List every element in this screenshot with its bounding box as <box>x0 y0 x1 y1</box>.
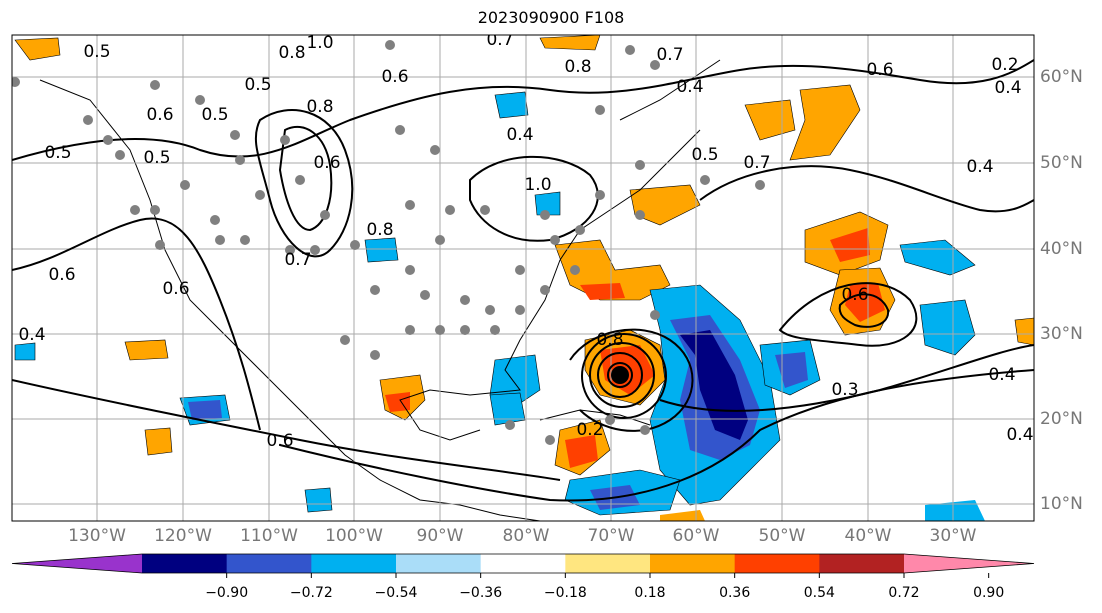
contour-label: 0.7 <box>656 45 683 65</box>
contour-label: 1.0 <box>524 175 551 195</box>
colorbar-segment <box>142 554 228 573</box>
contour-label: 0.6 <box>381 67 408 87</box>
longitude-label: 90°W <box>416 526 464 546</box>
contour-label: 0.6 <box>48 265 75 285</box>
colorbar-tick-label: 0.36 <box>719 585 751 601</box>
storm-center-marker <box>611 366 629 384</box>
contour-label: 0.5 <box>143 148 170 168</box>
longitude-label: 40°W <box>844 526 892 546</box>
colorbar-tick-label: −0.54 <box>374 585 418 601</box>
colorbar-segment <box>650 554 736 573</box>
latitude-label: 60°N <box>1040 67 1083 87</box>
contour-label: 0.8 <box>278 43 305 63</box>
contour-label: 0.4 <box>506 125 533 145</box>
longitude-label: 110°W <box>240 526 298 546</box>
longitude-label: 50°W <box>758 526 806 546</box>
contour-label: 0.7 <box>743 153 770 173</box>
longitude-label: 60°W <box>672 526 720 546</box>
longitude-label: 120°W <box>154 526 212 546</box>
contour-label: 0.5 <box>201 105 228 125</box>
contour-label: 0.4 <box>676 77 703 97</box>
colorbar-tick-label: −0.72 <box>289 585 333 601</box>
latitude-label: 50°N <box>1040 153 1083 173</box>
longitude-label: 100°W <box>325 526 383 546</box>
contour-label: 0.4 <box>966 157 993 177</box>
contour-label: 0.4 <box>988 365 1015 385</box>
colorbar-segment <box>819 554 905 573</box>
latitude-label: 20°N <box>1040 409 1083 429</box>
colorbar-segment <box>396 554 482 573</box>
contour-lines <box>12 59 1034 502</box>
ensemble-dots <box>12 40 765 445</box>
longitude-label: 130°W <box>68 526 126 546</box>
colorbar-tick-label: 0.72 <box>888 585 920 601</box>
contour-label: 0.8 <box>366 220 393 240</box>
longitude-label: 80°W <box>502 526 550 546</box>
contour-label: 0.6 <box>866 60 893 80</box>
contour-label: 0.4 <box>18 325 45 345</box>
map-title: 2023090900 F108 <box>477 8 625 27</box>
contour-label: 0.5 <box>83 42 110 62</box>
latitude-label: 40°N <box>1040 239 1083 259</box>
contour-label: 0.3 <box>831 380 858 400</box>
contour-label: 0.8 <box>596 330 623 350</box>
longitude-label: 30°W <box>929 526 977 546</box>
longitude-label: 70°W <box>587 526 635 546</box>
contour-labels: 1.00.80.50.70.80.70.5 0.6 0.40.60.50.60.50… <box>18 30 1033 451</box>
colorbar <box>11 553 1035 578</box>
colorbar-segment <box>226 554 312 573</box>
colorbar-segment <box>480 554 566 573</box>
colorbar-tick-label: −0.36 <box>459 585 503 601</box>
colorbar-segment <box>311 554 397 573</box>
latitude-label: 30°N <box>1040 324 1083 344</box>
contour-label: 0.4 <box>994 78 1021 98</box>
contour-label: 0.7 <box>284 250 311 270</box>
colorbar-segment <box>565 554 651 573</box>
colorbar-tick-label: 0.18 <box>634 585 666 601</box>
contour-label: 0.2 <box>576 420 603 440</box>
colorbar-tick-label: 0.90 <box>973 585 1005 601</box>
map-frame <box>11 34 1035 522</box>
latitude-label: 10°N <box>1040 494 1083 514</box>
colorbar-tick-label: −0.18 <box>543 585 587 601</box>
contour-label: 0.8 <box>564 57 591 77</box>
contour-label: 0.5 <box>691 145 718 165</box>
contour-label: 0.6 <box>841 285 868 305</box>
contour-label: 0.8 <box>306 97 333 117</box>
contour-label: 0.5 <box>44 143 71 163</box>
colorbar-left-arrow <box>12 554 142 573</box>
colorbar-tick-label: −0.90 <box>205 585 249 601</box>
coastlines <box>39 59 721 521</box>
contour-label: 0.2 <box>991 55 1018 75</box>
colorbar-right-arrow <box>904 554 1034 573</box>
contour-label: 0.7 <box>486 30 513 50</box>
colorbar-segment <box>734 554 820 573</box>
contour-label: 0.4 <box>1006 425 1033 445</box>
contour-label: 0.5 <box>244 75 271 95</box>
contour-label: 1.0 <box>306 33 333 53</box>
contour-label: 0.6 <box>313 153 340 173</box>
contour-label: 0.6 <box>266 431 293 451</box>
graticule <box>12 35 1034 521</box>
contour-label: 0.6 <box>162 279 189 299</box>
contour-label: 0.6 <box>146 105 173 125</box>
colorbar-tick-label: 0.54 <box>803 585 835 601</box>
